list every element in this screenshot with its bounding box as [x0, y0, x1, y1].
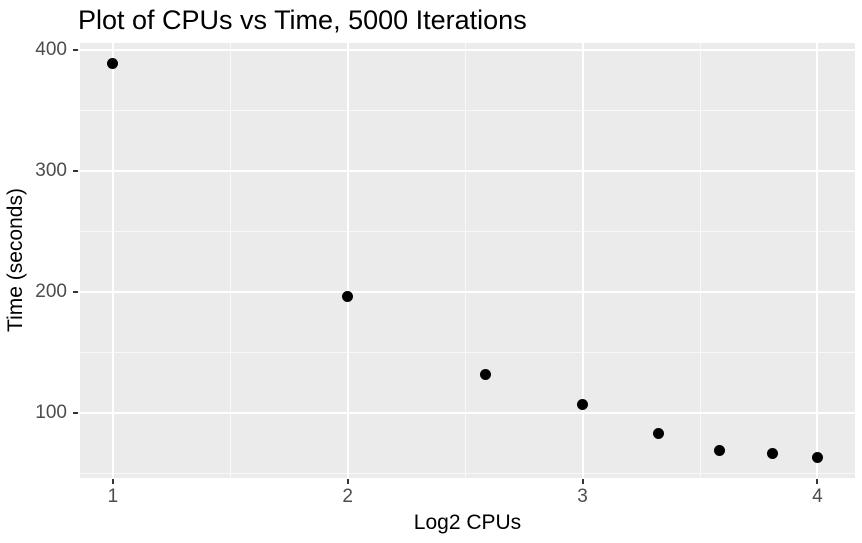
x-axis-title: Log2 CPUs [413, 511, 522, 534]
gridline-y-minor [80, 231, 855, 232]
x-tick-mark [111, 479, 114, 484]
gridline-x-major [346, 43, 349, 478]
x-tick-mark [346, 479, 349, 484]
gridline-x-major [111, 43, 114, 478]
y-tick-label: 100 [35, 401, 67, 423]
gridline-y-minor [80, 472, 855, 474]
x-tick-label: 2 [342, 486, 354, 507]
data-point [652, 427, 664, 439]
x-tick-label: 1 [107, 486, 119, 507]
y-tick-label: 400 [35, 39, 67, 61]
data-point [766, 448, 778, 460]
gridline-x-major [816, 43, 819, 478]
y-axis-title: Time (seconds) [4, 188, 27, 332]
data-point [479, 368, 491, 380]
gridline-x-minor [464, 43, 466, 478]
gridline-y-minor [80, 351, 855, 353]
y-tick-label: 300 [35, 160, 67, 182]
gridline-y-major [80, 49, 855, 52]
gridline-y-major [80, 411, 855, 414]
y-tick-label: 200 [35, 280, 67, 302]
gridline-x-minor [699, 43, 701, 478]
y-tick-mark [73, 49, 78, 52]
data-point [577, 398, 589, 410]
chart-title: Plot of CPUs vs Time, 5000 Iterations [78, 5, 527, 35]
x-tick-mark [816, 479, 819, 484]
x-tick-label: 3 [577, 486, 588, 507]
gridline-y-major [80, 170, 855, 173]
gridline-x-minor [229, 43, 231, 478]
data-point [342, 291, 354, 303]
gridline-y-major [80, 290, 855, 293]
data-point [714, 444, 726, 456]
x-tick-mark [581, 479, 584, 484]
gridline-y-minor [80, 110, 855, 112]
y-tick-mark [73, 170, 78, 173]
gridline-x-major [581, 43, 584, 478]
plot-panel [80, 43, 855, 478]
data-point [107, 58, 119, 70]
y-tick-mark [73, 411, 78, 414]
y-tick-mark [73, 290, 78, 293]
x-tick-label: 4 [812, 486, 823, 507]
data-point [811, 451, 823, 463]
